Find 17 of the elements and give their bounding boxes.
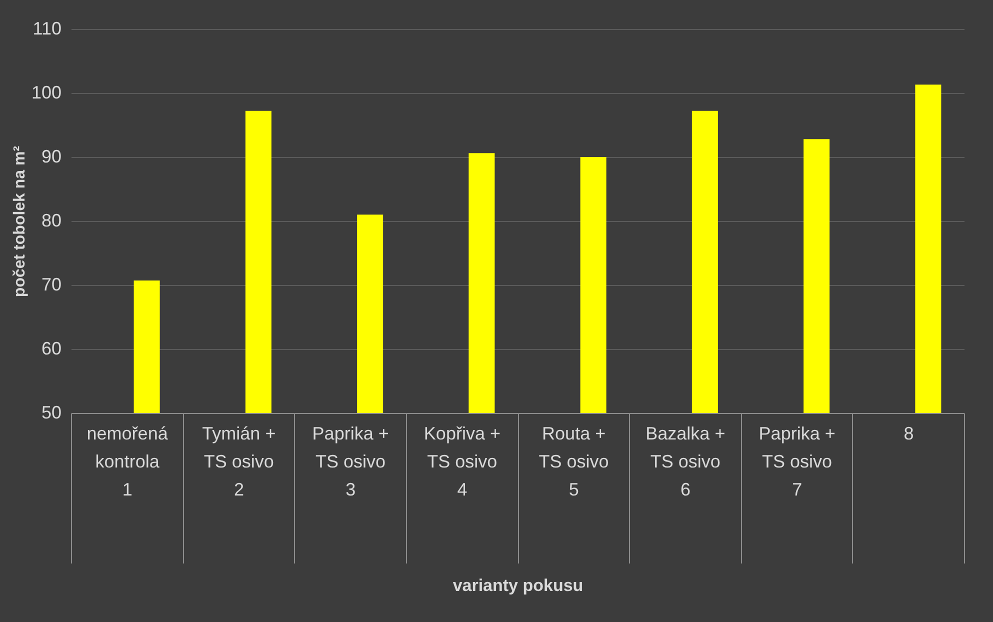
y-tick-label: 90: [41, 146, 62, 166]
y-tick-label: 80: [41, 210, 62, 230]
y-tick-label: 60: [41, 338, 62, 358]
y-tick-label: 50: [41, 402, 62, 422]
x-axis-title: varianty pokusu: [452, 576, 584, 595]
x-tick-label: Routa + TS osivo 5: [538, 424, 609, 500]
y-tick-label: 110: [32, 18, 62, 38]
x-tick-label: 8: [904, 424, 914, 444]
y-tick-label: 100: [31, 82, 62, 102]
x-tick-label: Tymián + TS osivo 2: [202, 424, 276, 500]
x-tick-label: Kopřiva + TS osivo 4: [424, 424, 500, 500]
x-tick-label: nemořená kontrola 1: [86, 424, 169, 500]
y-axis-title: počet tobolek na m²: [11, 146, 28, 298]
x-tick-label: Bazalka + TS osivo 6: [646, 424, 726, 500]
y-tick-label: 70: [41, 274, 62, 294]
x-tick-label: Paprika + TS osivo 3: [312, 424, 389, 500]
x-tick-label: Paprika + TS osivo 7: [758, 424, 836, 500]
